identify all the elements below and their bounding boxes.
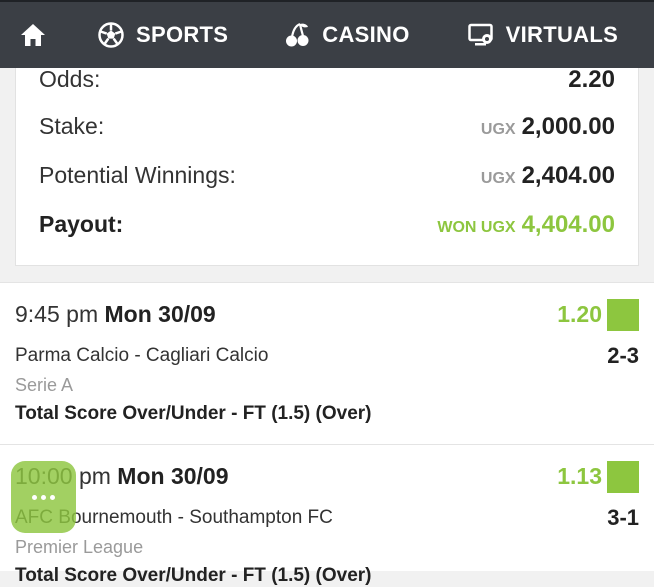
selection-item: 9:45 pm Mon 30/09 1.20 Parma Calcio - Ca… [0,282,654,445]
winnings-value: 2,404.00 [521,162,615,189]
selection-odds: 1.13 [557,463,602,489]
nav-home[interactable] [20,2,48,68]
nav-casino-label: CASINO [322,22,410,47]
payout-amount: WON UGX 4,404.00 [437,211,615,239]
selection-league: Serie A [15,375,74,395]
selection-score: 3-1 [607,505,639,530]
selection-market: Total Score Over/Under - FT (1.5) (Over) [15,403,372,424]
payout-prefix: WON UGX [437,219,516,236]
stake-value: 2,000.00 [521,113,615,140]
nav-casino[interactable]: CASINO [284,2,409,68]
selection-date: Mon 30/09 [104,301,216,327]
selection-league: Premier League [15,537,144,557]
selection-market: Total Score Over/Under - FT (1.5) (Over) [15,565,372,586]
nav-virtuals-label: VIRTUALS [505,22,619,47]
bet-summary-card: Odds: 2.20 Stake: UGX 2,000.00 Potential … [15,66,639,266]
top-nav: SPORTS CASINO VIRTUALS [0,0,654,68]
selection-match: Parma Calcio - Cagliari Calcio [15,345,269,366]
cherries-icon [286,22,309,47]
selection-match: AFC Bournemouth - Southampton FC [15,507,333,528]
selection-time: 9:45 pm [15,301,99,327]
more-dots-icon [30,494,57,500]
stake-currency: UGX [480,121,516,138]
payout-row: Payout: WON UGX 4,404.00 [39,211,615,239]
monitor-icon [467,23,493,46]
floating-menu-button[interactable] [11,461,76,533]
payout-value: 4,404.00 [521,211,615,238]
odds-value: 2.20 [568,66,615,93]
selection-datetime: 9:45 pm Mon 30/09 [15,301,216,328]
stake-amount: UGX 2,000.00 [481,113,615,141]
nav-sports-label: SPORTS [136,22,229,47]
winnings-amount: UGX 2,404.00 [481,162,615,190]
home-icon [21,24,45,46]
winnings-row: Potential Winnings: UGX 2,404.00 [39,162,615,190]
won-status-indicator [607,299,639,331]
stake-row: Stake: UGX 2,000.00 [39,113,615,141]
nav-virtuals[interactable]: VIRTUALS [467,2,619,68]
selection-odds: 1.20 [557,301,602,327]
odds-row: Odds: 2.20 [39,66,615,94]
winnings-currency: UGX [480,170,516,187]
soccer-ball-icon [98,22,124,48]
winnings-label: Potential Winnings: [39,162,236,188]
odds-label: Odds: [39,66,101,92]
payout-label: Payout: [39,211,124,237]
stake-label: Stake: [39,113,105,139]
selection-item: 10:00 pm Mon 30/09 1.13 AFC Bournemouth … [0,444,654,586]
selection-score: 2-3 [607,343,639,368]
selection-date: Mon 30/09 [117,463,229,489]
won-status-indicator [607,461,639,493]
nav-sports[interactable]: SPORTS [98,2,228,68]
